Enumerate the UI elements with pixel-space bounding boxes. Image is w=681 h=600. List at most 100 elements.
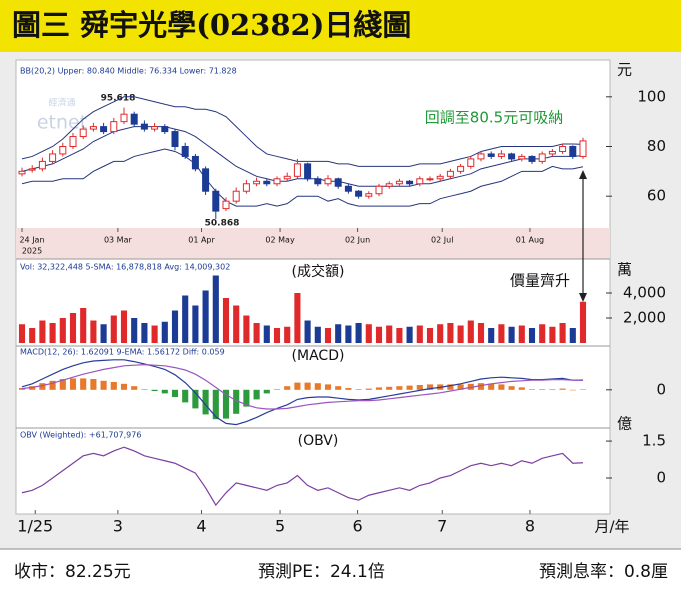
volume-bar <box>294 293 301 343</box>
volume-bar <box>182 295 189 343</box>
volume-bar <box>59 318 66 343</box>
macd-histogram-bar <box>386 386 393 390</box>
plot-area <box>15 59 611 515</box>
candle-body <box>324 178 332 185</box>
candle-body <box>467 158 475 167</box>
candle-body <box>569 145 577 157</box>
unit-label: 元 <box>617 61 632 79</box>
macd-histogram-bar <box>569 389 576 391</box>
macd-histogram-bar <box>365 388 372 390</box>
volume-bar <box>559 323 566 343</box>
volume-bar <box>549 326 556 343</box>
macd-histogram-bar <box>69 378 77 390</box>
candle-body <box>263 180 271 185</box>
candle-body <box>508 153 516 160</box>
x-tick-label: 8 <box>525 517 535 536</box>
macd-histogram-bar <box>477 383 485 390</box>
macd-histogram-bar <box>416 385 423 390</box>
volume-bar <box>304 320 311 343</box>
annotation: 50.868 <box>205 219 240 229</box>
x-tick-label: 6 <box>352 517 362 536</box>
volume-bar <box>131 318 138 343</box>
macd-histogram-bar <box>345 388 352 390</box>
macd-histogram-bar <box>518 387 525 390</box>
date-strip <box>16 228 610 259</box>
header-title: 圖三 舜宇光學(02382)日綫圖 <box>12 8 411 42</box>
candle-body <box>202 168 210 192</box>
macd-histogram-bar <box>457 384 464 390</box>
x-tick-label: 5 <box>275 517 285 536</box>
year-label: 2025 <box>22 247 42 256</box>
candle-body <box>79 128 87 138</box>
volume-bar <box>243 315 250 343</box>
volume-bar <box>192 305 199 343</box>
x-tick-label: 03 Mar <box>104 236 133 245</box>
candle-body <box>365 193 373 197</box>
candle-body <box>273 178 281 185</box>
panel-title: (成交額) <box>292 263 345 280</box>
footer-close: 收市：82.25元 <box>14 562 131 582</box>
macd-line <box>21 363 584 410</box>
macd-histogram-bar <box>284 386 291 390</box>
candle-body <box>222 200 230 210</box>
candle-body <box>283 175 291 180</box>
volume-bar <box>151 325 158 343</box>
volume-bar <box>467 320 474 343</box>
volume-bar <box>161 321 168 343</box>
watermark: 經濟通 <box>48 97 75 109</box>
volume-bar <box>579 301 587 343</box>
volume-bar <box>314 326 321 343</box>
y-tick-label: 1.5 <box>642 432 666 450</box>
bollinger-band <box>21 148 584 207</box>
footer-yield: 預測息率：0.8厘 <box>539 562 668 582</box>
macd-histogram-bar <box>539 389 546 390</box>
candle-body <box>446 170 454 177</box>
volume-bar <box>202 290 209 343</box>
candle-body <box>344 185 352 192</box>
macd-histogram-bar <box>294 382 301 390</box>
macd-histogram-bar <box>39 383 46 390</box>
candle-body <box>477 153 485 160</box>
y-tick-label: 0 <box>656 380 666 398</box>
macd-histogram-bar <box>335 386 342 390</box>
macd-histogram-bar <box>406 385 413 390</box>
volume-bar <box>80 308 87 343</box>
x-tick-label: 02 Jul <box>431 236 453 245</box>
macd-histogram-bar <box>253 389 260 400</box>
candle-body <box>528 155 536 162</box>
macd-histogram-bar <box>141 389 148 390</box>
candle-body <box>38 160 46 170</box>
x-tick-label: 02 May <box>265 236 295 245</box>
candle-body <box>130 113 138 125</box>
volume-bar <box>253 323 260 343</box>
volume-bar <box>69 313 77 343</box>
macd-histogram-bar <box>559 388 566 390</box>
volume-bar <box>345 325 352 343</box>
volume-bar <box>18 324 26 343</box>
candle-body <box>191 155 199 170</box>
candle-body <box>89 126 97 130</box>
macd-histogram-bar <box>59 379 66 390</box>
x-tick-label: 3 <box>113 517 123 536</box>
volume-bar <box>222 298 230 343</box>
candle-body <box>100 126 108 133</box>
macd-histogram-bar <box>447 384 454 390</box>
volume-bar <box>100 324 107 343</box>
macd-line <box>21 359 584 426</box>
macd-histogram-bar <box>263 389 270 394</box>
volume-bar <box>416 325 423 343</box>
unit-label: 萬 <box>617 261 632 279</box>
volume-bar <box>212 275 219 343</box>
volume-bar <box>539 324 546 343</box>
candle-body <box>548 150 556 155</box>
volume-bar <box>49 323 56 343</box>
volume-bar <box>375 326 383 343</box>
macd-histogram-bar <box>549 389 556 390</box>
candle-body <box>28 168 36 171</box>
volume-bar <box>335 324 342 343</box>
volume-bar <box>406 326 413 343</box>
macd-histogram-bar <box>131 386 138 390</box>
volume-bar <box>171 310 179 343</box>
volume-bar <box>477 323 485 343</box>
